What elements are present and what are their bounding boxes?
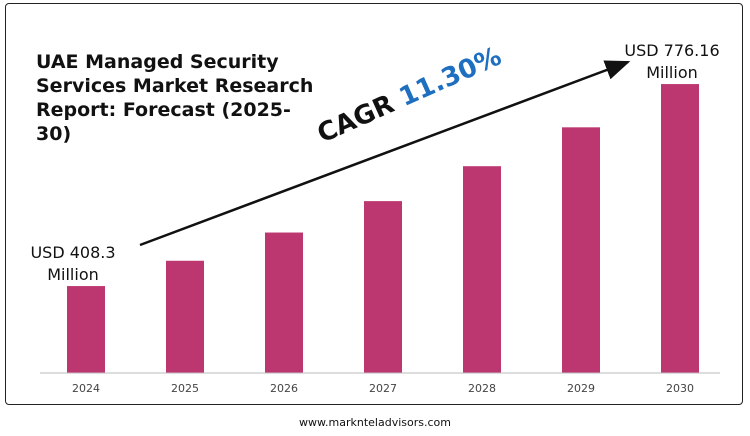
x-tick-label: 2027 bbox=[369, 382, 397, 395]
bar-2026 bbox=[265, 232, 303, 373]
x-tick-label: 2030 bbox=[666, 382, 694, 395]
end-value-amount: USD 776.16 bbox=[624, 41, 720, 60]
start-value-amount: USD 408.3 bbox=[30, 243, 116, 262]
end-value-label: USD 776.16 Million bbox=[612, 40, 732, 84]
start-value-label: USD 408.3 Million bbox=[18, 242, 128, 286]
chart-title: UAE Managed Security Services Market Res… bbox=[36, 51, 314, 145]
bar-2027 bbox=[364, 201, 402, 373]
bar-2028 bbox=[463, 166, 501, 373]
x-tick-label: 2026 bbox=[270, 382, 298, 395]
x-tick-label: 2025 bbox=[171, 382, 199, 395]
start-value-unit: Million bbox=[47, 265, 99, 284]
x-tick-label: 2029 bbox=[567, 382, 595, 395]
x-tick-label: 2028 bbox=[468, 382, 496, 395]
bar-2024 bbox=[67, 286, 105, 373]
bar-2029 bbox=[562, 127, 600, 374]
bar-2030 bbox=[661, 84, 699, 373]
x-tick-label: 2024 bbox=[72, 382, 100, 395]
end-value-unit: Million bbox=[646, 63, 698, 82]
footer-url: www.marknteladvisors.com bbox=[299, 416, 451, 429]
growth-arrow bbox=[139, 60, 631, 247]
bar-2025 bbox=[166, 260, 204, 373]
chart-frame bbox=[5, 3, 743, 405]
